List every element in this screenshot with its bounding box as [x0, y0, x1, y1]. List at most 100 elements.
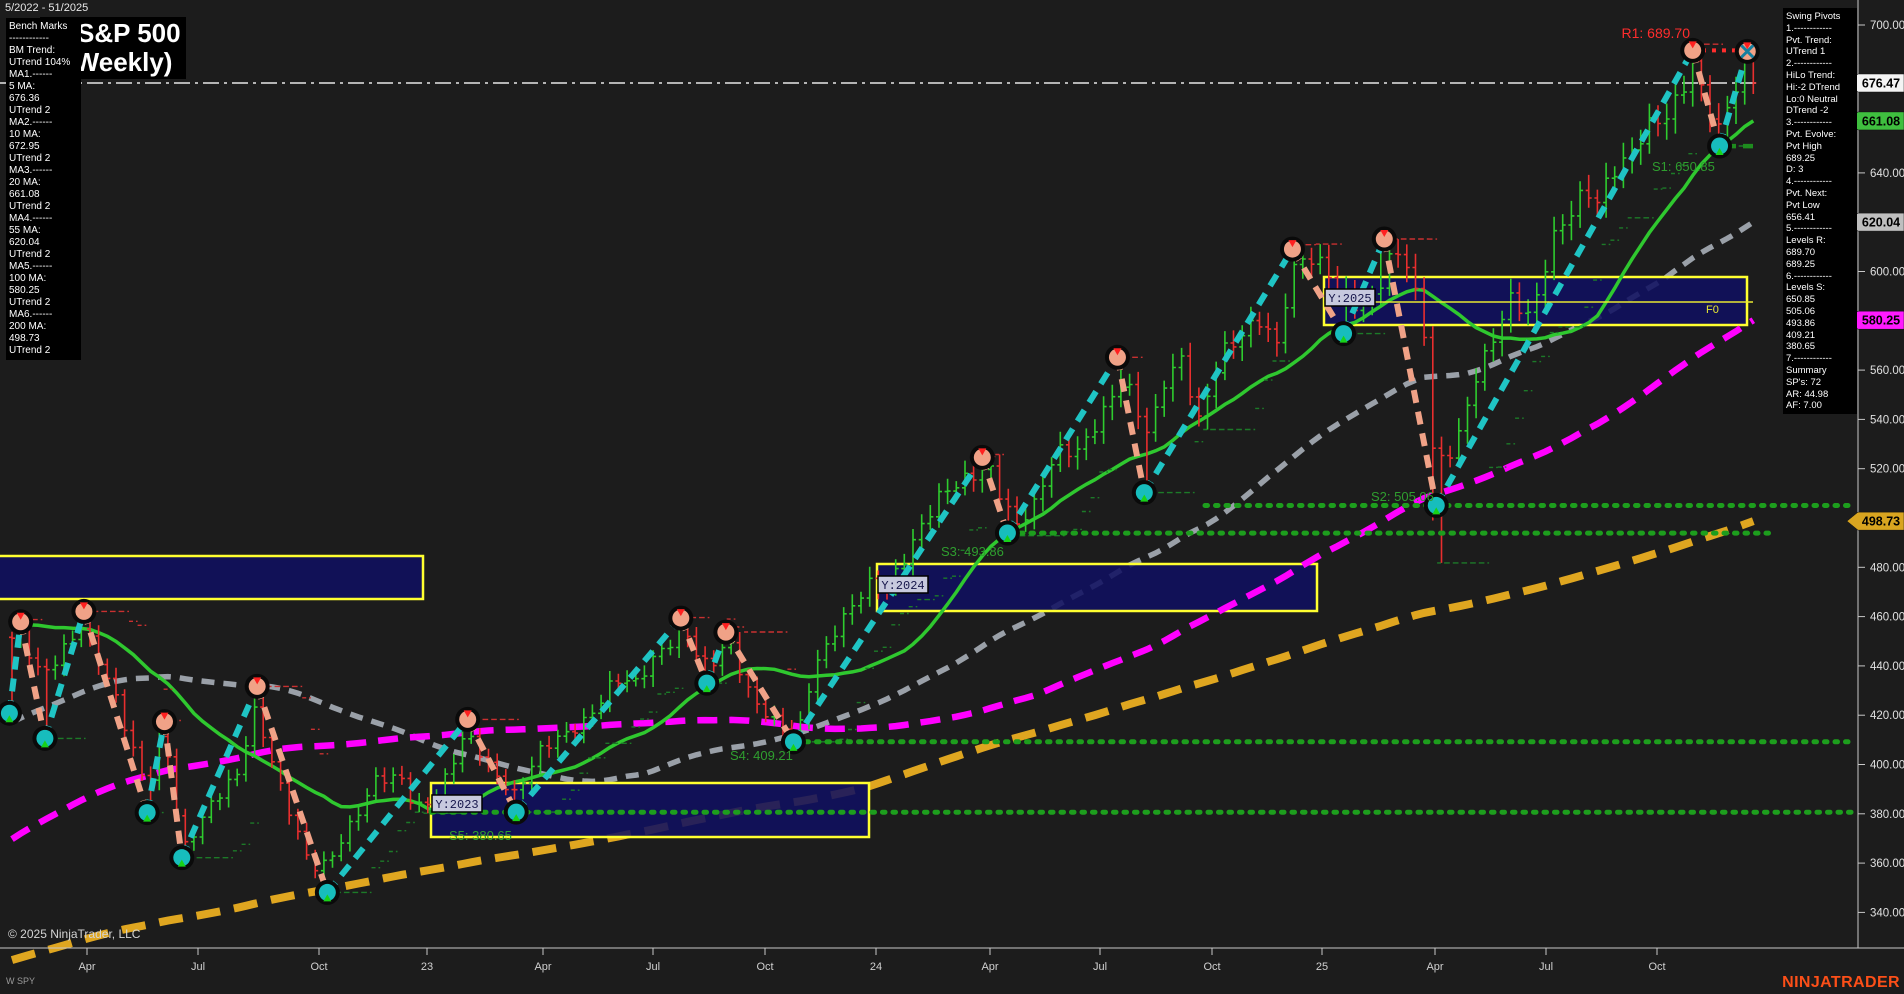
price-axis-label[interactable]: 560.00 [1870, 365, 1904, 377]
price-axis-label[interactable]: 600.00 [1870, 267, 1904, 279]
swing-low-marker[interactable] [1423, 492, 1449, 518]
weekly-bar [1421, 277, 1428, 346]
price-axis-label[interactable]: 380.00 [1870, 809, 1904, 821]
pivot-down-arrow-icon [1688, 41, 1697, 49]
swing-high-marker[interactable] [668, 605, 694, 631]
price-axis-label[interactable]: 520.00 [1870, 464, 1904, 476]
swing-pivots-panel-line: Levels R: [1786, 235, 1826, 247]
pivot-up-arrow-icon [1432, 507, 1441, 515]
time-axis-label[interactable]: Apr [78, 961, 95, 973]
price-axis-label[interactable]: 340.00 [1870, 907, 1904, 919]
price-marker-box: 580.25 [1846, 310, 1904, 330]
swing-low-marker[interactable] [694, 670, 720, 696]
level-label: S1: 650.85 [1652, 159, 1715, 174]
swing-high-marker[interactable] [1734, 38, 1760, 64]
swing-pivots-panel-line: Pvt. Evolve: [1786, 128, 1837, 140]
weekly-bar [286, 774, 293, 825]
time-axis-label[interactable]: Jul [1539, 961, 1553, 973]
weekly-bar [1317, 244, 1324, 275]
swing-high-marker[interactable] [1104, 344, 1130, 370]
swing-low-marker[interactable] [314, 879, 340, 905]
ma-20-line [11, 119, 1755, 814]
price-marker-value: 676.47 [1862, 77, 1900, 91]
weekly-bar [450, 754, 457, 784]
swing-low-marker[interactable] [780, 729, 806, 755]
weekly-bar [1525, 299, 1532, 326]
weekly-bar [814, 649, 821, 703]
swing-low-marker[interactable] [0, 700, 22, 726]
swing-low-marker[interactable] [134, 800, 160, 826]
swing-high-marker[interactable] [1279, 236, 1305, 262]
swing-pivots-panel-line: Summary [1786, 364, 1827, 376]
swing-high-marker[interactable] [969, 444, 995, 470]
time-axis-label[interactable]: Jul [191, 961, 205, 973]
price-axis-label[interactable]: 400.00 [1870, 760, 1904, 772]
swing-high-marker[interactable] [455, 706, 481, 732]
weekly-bar [693, 627, 700, 664]
price-axis-label[interactable]: 460.00 [1870, 612, 1904, 624]
benchmarks-panel-line: UTrend 104% [9, 57, 71, 68]
time-axis-label[interactable]: Apr [981, 961, 998, 973]
weekly-bar [1559, 214, 1566, 245]
time-axis-label[interactable]: 24 [870, 961, 882, 973]
weekly-bar [1178, 347, 1185, 381]
swing-pivots-panel-line: 3.------------ [1786, 117, 1832, 129]
copyright-text: © 2025 NinjaTrader, LLC [8, 927, 141, 941]
price-axis-label[interactable]: 700.00 [1870, 20, 1904, 32]
weekly-bar [650, 650, 657, 687]
benchmarks-panel-line: 672.95 [9, 141, 40, 152]
swing-high-marker[interactable] [8, 609, 34, 635]
benchmarks-panel-line: MA5.------ [9, 261, 53, 272]
swing-high-marker[interactable] [1371, 226, 1397, 252]
time-axis-label[interactable]: Oct [1203, 961, 1220, 973]
pivot-down-arrow-icon [1113, 348, 1122, 356]
swing-low-marker[interactable] [169, 845, 195, 871]
level-label: R1: 689.70 [1622, 25, 1691, 41]
time-axis-label[interactable]: Apr [1426, 961, 1443, 973]
price-axis-label[interactable]: 440.00 [1870, 661, 1904, 673]
swing-high-marker[interactable] [151, 709, 177, 735]
time-axis-label[interactable]: Oct [310, 961, 327, 973]
weekly-bar [424, 797, 431, 814]
price-axis-label[interactable]: 640.00 [1870, 168, 1904, 180]
swing-pivots-panel-line: 493.86 [1786, 317, 1816, 329]
swing-low-marker[interactable] [503, 799, 529, 825]
benchmarks-panel-line: UTrend 2 [9, 105, 51, 116]
price-axis-label[interactable]: 360.00 [1870, 858, 1904, 870]
time-axis-label[interactable]: 25 [1316, 961, 1328, 973]
price-axis-label[interactable]: 480.00 [1870, 562, 1904, 574]
weekly-bar [303, 822, 310, 860]
swing-high-marker[interactable] [1680, 37, 1706, 63]
price-axis-label[interactable]: 540.00 [1870, 414, 1904, 426]
weekly-bar [1646, 103, 1653, 154]
pivot-down-arrow-icon [1288, 240, 1297, 248]
time-axis-label[interactable]: Jul [1093, 961, 1107, 973]
swing-low-marker[interactable] [1331, 321, 1357, 347]
year-box-chip-label: Y:2024 [881, 579, 924, 593]
weekly-bar [1455, 418, 1462, 468]
swing-low-marker[interactable] [1707, 133, 1733, 159]
swing-pivots-panel-line: Pvt. Trend: [1786, 34, 1832, 46]
swing-low-marker[interactable] [994, 520, 1020, 546]
swing-high-marker[interactable] [244, 673, 270, 699]
ma-200-line [10, 517, 1755, 964]
time-axis-label[interactable]: Apr [534, 961, 551, 973]
time-axis-label[interactable]: Jul [646, 961, 660, 973]
swing-low-marker[interactable] [32, 725, 58, 751]
weekly-bar [1282, 293, 1289, 354]
swing-pivots-panel-line: SP's: 72 [1786, 376, 1822, 388]
pivot-up-arrow-icon [512, 814, 521, 822]
swing-high-marker[interactable] [713, 619, 739, 645]
swing-high-marker[interactable] [71, 598, 97, 624]
price-axis-label[interactable]: 420.00 [1870, 710, 1904, 722]
time-axis-label[interactable]: Oct [1648, 961, 1665, 973]
pivot-down-arrow-icon [1380, 229, 1389, 237]
weekly-bar [1542, 259, 1549, 308]
swing-low-marker[interactable] [1131, 480, 1157, 506]
time-axis-label[interactable]: 23 [421, 961, 433, 973]
weekly-bar [1187, 342, 1194, 406]
weekly-bar [216, 793, 223, 811]
time-axis-label[interactable]: Oct [756, 961, 773, 973]
weekly-bar [364, 788, 371, 823]
